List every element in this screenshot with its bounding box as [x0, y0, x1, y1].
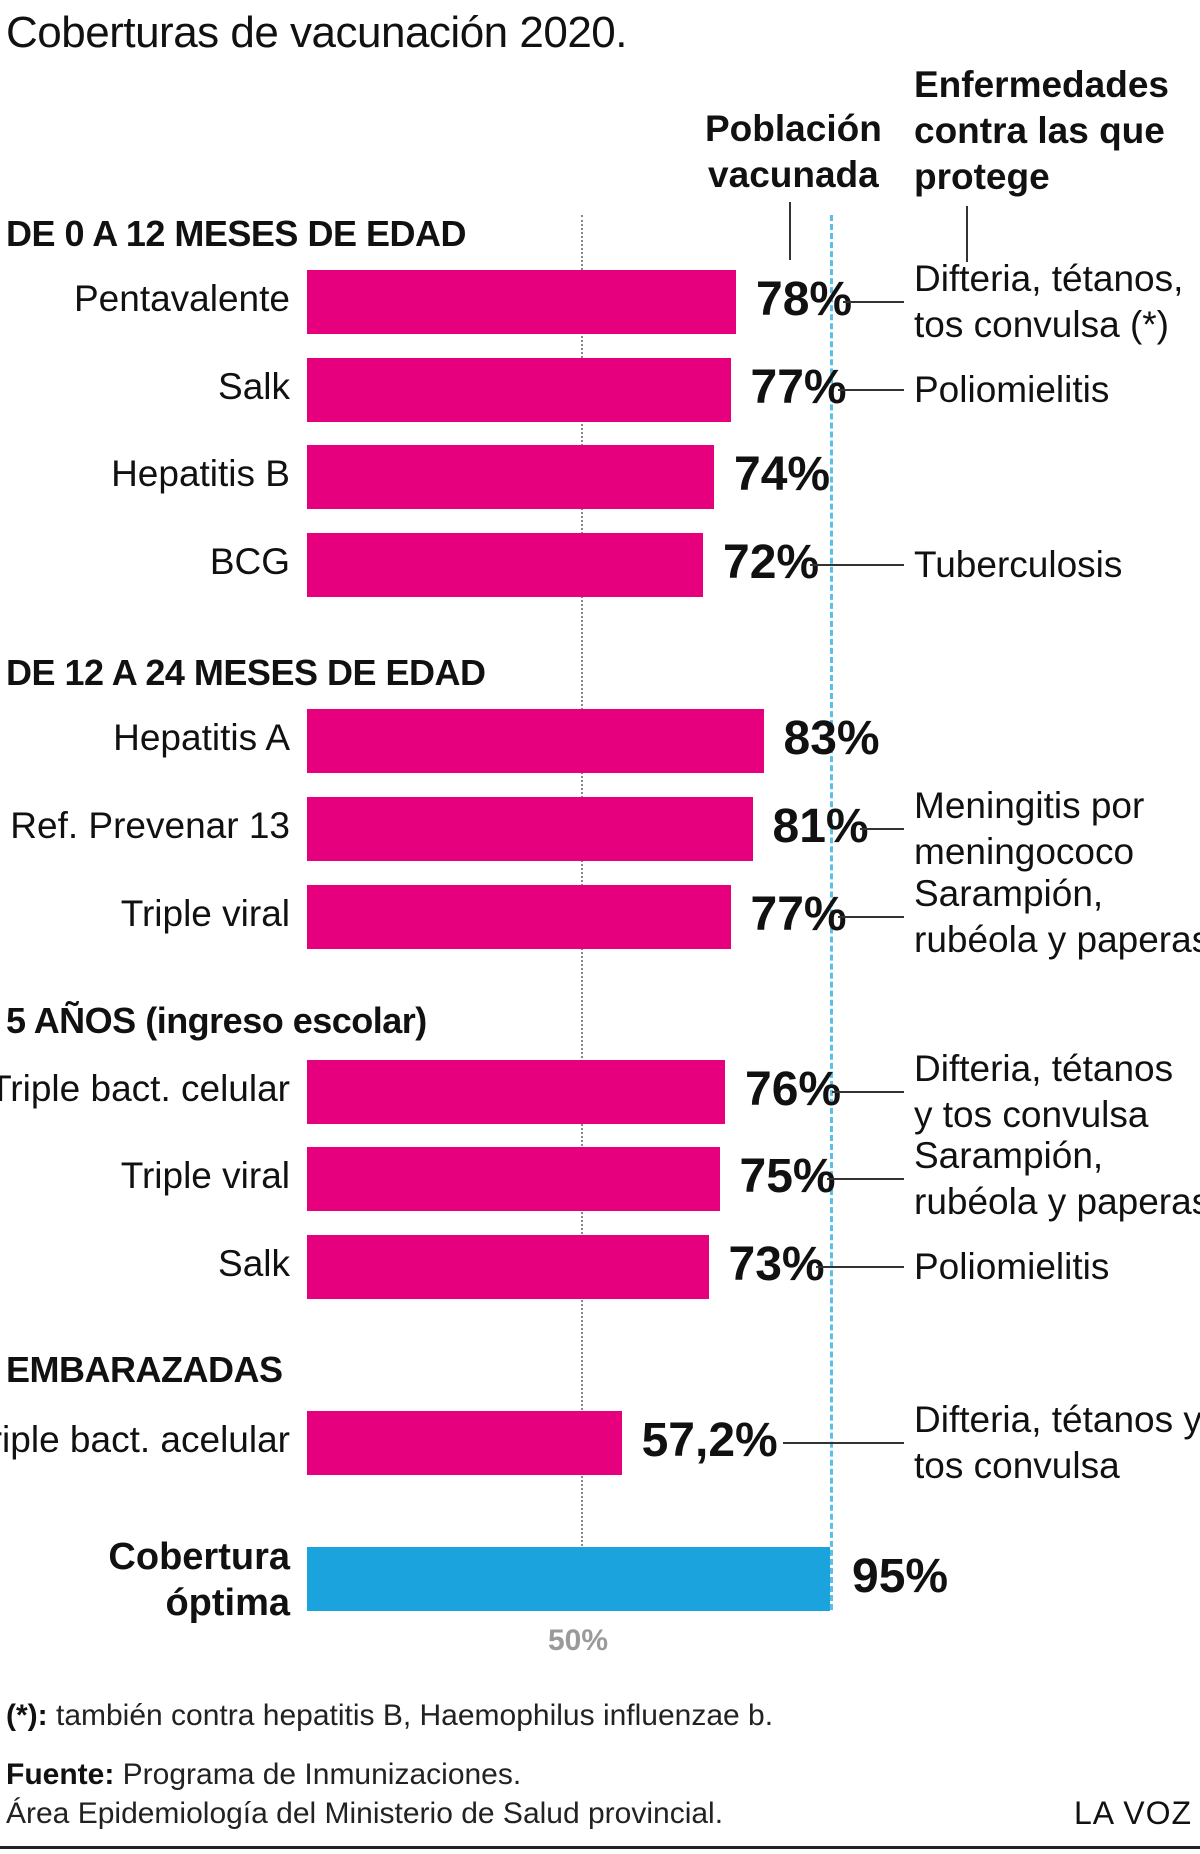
connector-line: [859, 828, 904, 830]
value-label: 72%: [723, 536, 820, 589]
disease-text-line: tos convulsa: [914, 1445, 1120, 1486]
value-label: 77%: [750, 888, 847, 941]
disease-text: Sarampión, rubéola y paperas: [914, 1133, 1200, 1225]
connector-line: [837, 916, 904, 918]
disease-text-line: Difteria, tétanos,: [914, 258, 1184, 299]
connector-line: [832, 1091, 904, 1093]
section-heading: EMBARAZADAS: [6, 1349, 283, 1390]
disease-text-line: y tos convulsa: [914, 1094, 1149, 1135]
disease-text-line: Meningitis por: [914, 785, 1145, 826]
asterisk-footnote-text: también contra hepatitis B, Haemophilus …: [47, 1699, 774, 1732]
axis-tick-50: 50%: [548, 1624, 609, 1657]
diseases-header: Enfermedades contra las que protege: [914, 62, 1169, 200]
disease-text-line: meningococo: [914, 831, 1135, 872]
coverage-bar: [307, 445, 714, 509]
connector-line: [843, 301, 904, 303]
coverage-bar: [307, 1060, 725, 1124]
asterisk-footnote-key: (*):: [6, 1699, 48, 1732]
section-heading: DE 0 A 12 MESES DE EDAD: [6, 213, 466, 254]
population-header-line: vacunada: [708, 154, 879, 195]
coverage-bar: [307, 885, 731, 949]
connector-line: [810, 564, 904, 566]
connector-line: [815, 1266, 904, 1268]
disease-text-line: rubéola y paperas: [914, 919, 1200, 960]
vaccine-label: Salk: [218, 1243, 290, 1284]
vaccine-label: Hepatitis B: [111, 453, 290, 494]
reference-line-optimal: [829, 215, 833, 1610]
bottom-rule: [0, 1846, 1200, 1849]
value-label: 74%: [734, 448, 831, 501]
optimal-label-line: óptima: [165, 1582, 290, 1624]
value-label: 57,2%: [641, 1414, 778, 1467]
optimal-label-line: Cobertura: [108, 1536, 290, 1578]
disease-text: Meningitis por meningococo: [914, 783, 1144, 875]
section-heading: DE 12 A 24 MESES DE EDAD: [6, 652, 486, 693]
disease-text-line: rubéola y paperas: [914, 1181, 1200, 1222]
coverage-bar: [307, 1235, 709, 1299]
vaccine-label: Triple viral: [120, 1155, 290, 1196]
vaccine-label: BCG: [209, 541, 290, 582]
population-header: Población vacunada: [705, 106, 882, 198]
vaccine-label: Triple bact. celular: [0, 1068, 290, 1109]
population-header-pointer: [789, 202, 791, 260]
vaccine-label: Ref. Prevenar 13: [10, 805, 290, 846]
disease-text: Tuberculosis: [914, 542, 1122, 588]
value-label: 77%: [750, 361, 847, 414]
source-footnote-line2: Área Epidemiología del Ministerio de Sal…: [6, 1797, 724, 1830]
coverage-bar: [307, 533, 703, 597]
coverage-bar: [307, 1411, 622, 1475]
coverage-bar: [307, 1147, 720, 1211]
diseases-header-line: Enfermedades: [914, 64, 1169, 105]
diseases-header-pointer: [966, 206, 968, 262]
value-label: 78%: [756, 273, 853, 326]
coverage-bar: [307, 358, 731, 422]
disease-text: Poliomielitis: [914, 1244, 1109, 1290]
optimal-label: Cobertura óptima: [108, 1534, 290, 1626]
disease-text: Difteria, tétanos, tos convulsa (*): [914, 256, 1183, 348]
coverage-bar: [307, 270, 736, 334]
disease-text: Sarampión, rubéola y paperas: [914, 871, 1200, 963]
disease-text: Difteria, tétanos y tos convulsa: [914, 1397, 1200, 1489]
disease-text-line: Tuberculosis: [914, 544, 1123, 585]
chart-title: Coberturas de vacunación 2020.: [6, 8, 627, 57]
diseases-header-line: contra las que: [914, 110, 1165, 151]
disease-text-line: Poliomielitis: [914, 369, 1110, 410]
value-label: 73%: [728, 1238, 825, 1291]
disease-text-line: Difteria, tétanos: [914, 1048, 1174, 1089]
vaccine-label: Hepatitis A: [113, 717, 290, 758]
disease-text-line: Difteria, tétanos y: [914, 1399, 1200, 1440]
vaccine-label: Triple viral: [120, 893, 290, 934]
disease-text-line: Poliomielitis: [914, 1246, 1110, 1287]
connector-line: [837, 389, 904, 391]
disease-text-line: tos convulsa (*): [914, 304, 1169, 345]
disease-text-line: Sarampión,: [914, 1135, 1104, 1176]
vaccine-label: Salk: [218, 366, 290, 407]
diseases-header-line: protege: [914, 156, 1050, 197]
value-label: 83%: [783, 712, 880, 765]
section-heading: 5 AÑOS (ingreso escolar): [6, 1000, 427, 1041]
value-label: 76%: [745, 1063, 842, 1116]
disease-text-line: Sarampión,: [914, 873, 1104, 914]
connector-line: [782, 1442, 904, 1444]
disease-text: Difteria, tétanos y tos convulsa: [914, 1046, 1173, 1138]
optimal-bar: [307, 1547, 830, 1611]
disease-text: Poliomielitis: [914, 367, 1109, 413]
value-label: 75%: [739, 1150, 836, 1203]
coverage-bar: [307, 797, 753, 861]
optimal-value-label: 95%: [852, 1550, 949, 1603]
vaccine-label: Triple bact. acelular: [0, 1419, 290, 1460]
connector-line: [826, 1178, 904, 1180]
population-header-line: Población: [705, 108, 882, 149]
source-footnote-text: Programa de Inmunizaciones.: [114, 1758, 522, 1791]
vaccine-label: Pentavalente: [73, 278, 290, 319]
source-footnote-key: Fuente:: [6, 1758, 115, 1791]
brand-logo: LA VOZ: [1073, 1795, 1192, 1831]
asterisk-footnote: (*): también contra hepatitis B, Haemoph…: [6, 1699, 773, 1733]
coverage-bar: [307, 709, 764, 773]
value-label: 81%: [772, 800, 869, 853]
source-footnote: Fuente: Programa de Inmunizaciones.: [6, 1758, 521, 1792]
